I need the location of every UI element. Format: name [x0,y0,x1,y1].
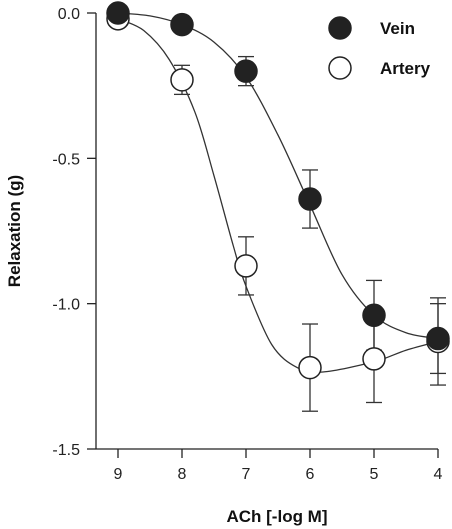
legend-label-artery: Artery [380,59,431,78]
x-axis-title: ACh [-log M] [226,507,327,526]
legend: Vein Artery [328,16,431,80]
data-point-vein [170,12,194,37]
y-tick-label: 0.0 [58,6,80,23]
data-point-vein [362,303,386,328]
data-point-artery [298,355,322,380]
data-point-vein [106,1,130,25]
y-tick-label: -1.0 [52,297,80,314]
data-point-vein [426,326,450,351]
x-tick-label: 7 [242,466,251,483]
legend-label-vein: Vein [380,19,415,38]
x-tick-label: 4 [434,466,443,483]
data-point-artery [170,68,194,92]
y-axis-title: Relaxation (g) [5,175,24,287]
y-tick-label: -1.5 [52,442,80,459]
data-point-artery [234,254,258,278]
x-tick-label: 6 [306,466,315,483]
data-point-artery [362,347,386,371]
legend-marker-artery [328,56,352,80]
tick-labels: 0.0 -0.5 -1.0 -1.5 9 8 7 6 5 4 [52,6,442,483]
x-tick-label: 8 [178,466,187,483]
data-point-vein [234,59,258,83]
data-points [106,1,450,380]
x-tick-label: 5 [370,466,379,483]
x-tick-label: 9 [114,466,123,483]
axes [87,12,439,458]
data-point-vein [298,187,322,211]
legend-marker-vein [328,16,352,40]
y-tick-label: -0.5 [52,151,80,168]
